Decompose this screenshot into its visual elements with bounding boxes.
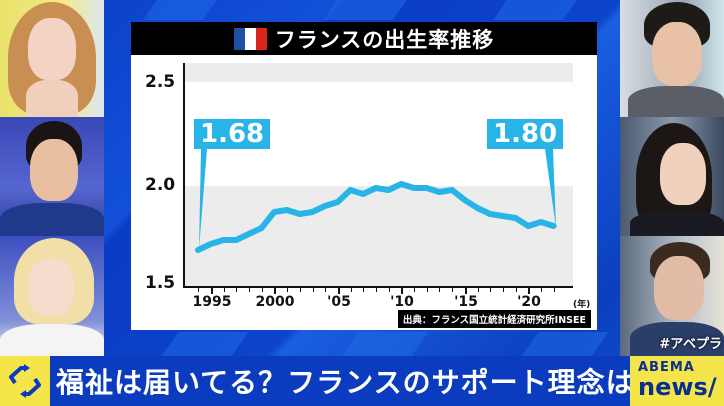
y-label-2.5: 2.5 (145, 72, 176, 92)
panelist-video-2 (0, 117, 104, 236)
face (660, 143, 706, 205)
panelist-video-5 (620, 117, 724, 236)
y-axis (183, 63, 185, 287)
bg-stripe (322, 0, 408, 20)
x-label-2015: '15 (454, 294, 478, 310)
france-flag-icon (233, 27, 267, 50)
abema-news-logo: ABEMA news/ (630, 356, 724, 406)
source-label: 出典：フランス国立統計経済研究所INSEE (397, 310, 591, 328)
callout-end-pointer (545, 149, 556, 228)
x-label-2010: '10 (390, 294, 414, 310)
band-above-2.5 (185, 63, 573, 82)
x-label-1995: 1995 (192, 294, 232, 310)
news-ticker: 福祉は届いてる？フランスのサポート理念は ABEMA news/ (0, 356, 724, 406)
suit (628, 86, 724, 117)
y-label-1.5: 1.5 (145, 273, 176, 293)
line-chart: 2.5 2.0 1.5 1995 2000 (131, 55, 597, 330)
brand-bottom: news/ (638, 373, 717, 401)
panelist-video-4 (620, 0, 724, 117)
x-unit-label: (年) (573, 300, 591, 310)
shoulders (0, 203, 104, 236)
shoulders (630, 211, 724, 236)
face (30, 139, 78, 201)
ticker-headline: 福祉は届いてる？フランスのサポート理念は (56, 366, 635, 399)
bg-stripe (492, 0, 578, 20)
chart-title-bar: フランスの出生率推移 (131, 22, 597, 55)
panelist-video-6: #アベプラ (620, 236, 724, 356)
callout-start-pointer (199, 149, 207, 249)
birth-rate-line (195, 149, 557, 253)
callout-end-value: 1.80 (487, 119, 564, 149)
hashtag-label: #アベプラ (659, 337, 722, 352)
x-label-2000: 2000 (255, 294, 295, 310)
jacket (630, 322, 724, 356)
shoulders (26, 80, 78, 117)
panelist-video-1 (0, 0, 104, 117)
panelist-video-3 (0, 236, 104, 356)
x-label-2020: '20 (517, 294, 541, 310)
face (652, 22, 702, 86)
face (654, 256, 704, 320)
ticker-headline-box: 福祉は届いてる？フランスのサポート理念は (50, 356, 634, 406)
face (28, 258, 74, 316)
x-label-2005: '05 (327, 294, 351, 310)
shoulders (0, 324, 104, 356)
face (28, 18, 76, 80)
x-axis (183, 286, 573, 288)
chart-title: フランスの出生率推移 (274, 27, 495, 52)
ticker-icon-box (0, 356, 50, 406)
brand-top: ABEMA (638, 360, 695, 375)
callout-start-value: 1.68 (194, 119, 271, 149)
y-label-2.0: 2.0 (145, 175, 176, 195)
refresh-arrows-icon (9, 364, 41, 398)
chart-panel: フランスの出生率推移 2.5 2.0 1.5 (131, 22, 597, 330)
